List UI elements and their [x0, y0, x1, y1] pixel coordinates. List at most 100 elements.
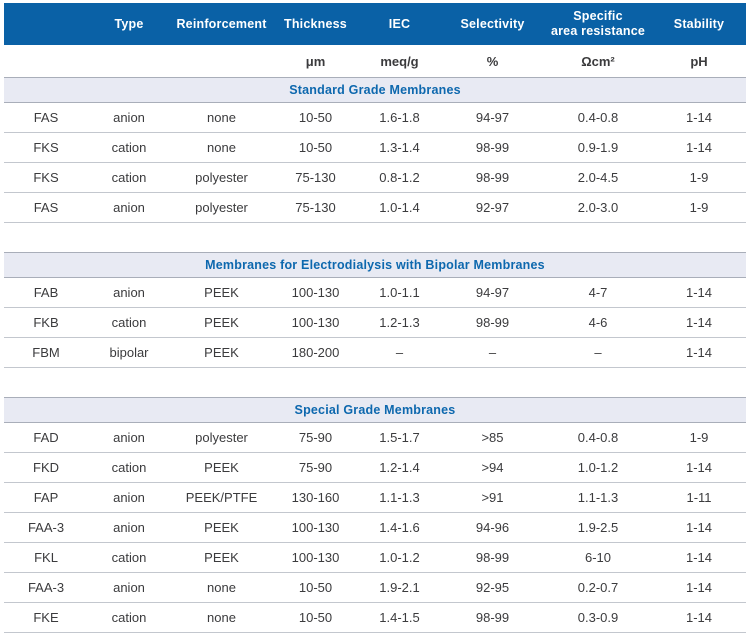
table-cell: 1-9 [652, 423, 746, 452]
table-cell: 100-130 [273, 513, 358, 542]
table-row: FABanionPEEK100-1301.0-1.194-974-71-14 [4, 278, 746, 308]
unit-label [88, 45, 170, 77]
table-cell: 92-95 [441, 573, 544, 602]
unit-label: μm [273, 45, 358, 77]
table-cell: 0.8-1.2 [358, 163, 441, 192]
table-cell: 130-160 [273, 483, 358, 512]
column-header: Specific area resistance [544, 3, 652, 45]
section-title: Standard Grade Membranes [289, 83, 461, 97]
table-cell: cation [88, 163, 170, 192]
section-title: Special Grade Membranes [295, 403, 456, 417]
table-row: FAPanionPEEK/PTFE130-1601.1-1.3>911.1-1.… [4, 483, 746, 513]
table-cell: 1.0-1.2 [358, 543, 441, 572]
table-row: FKDcationPEEK75-901.2-1.4>941.0-1.21-14 [4, 453, 746, 483]
membrane-name: FAS [4, 193, 88, 222]
table-cell: 1.1-1.3 [544, 483, 652, 512]
table-cell: 10-50 [273, 103, 358, 132]
table-header-row: TypeReinforcementThicknessIECSelectivity… [4, 3, 746, 45]
table-cell: 1.0-1.2 [544, 453, 652, 482]
table-cell: 98-99 [441, 133, 544, 162]
table-cell: 100-130 [273, 278, 358, 307]
column-header: Selectivity [441, 3, 544, 45]
table-cell: 75-130 [273, 163, 358, 192]
table-row: FADanionpolyester75-901.5-1.7>850.4-0.81… [4, 423, 746, 453]
table-cell: 1-14 [652, 133, 746, 162]
table-cell: 1.9-2.5 [544, 513, 652, 542]
membrane-name: FAD [4, 423, 88, 452]
membrane-name: FKS [4, 133, 88, 162]
table-cell: PEEK [170, 543, 273, 572]
table-row: FKScationnone10-501.3-1.498-990.9-1.91-1… [4, 133, 746, 163]
unit-label: Ωcm² [544, 45, 652, 77]
table-cell: >85 [441, 423, 544, 452]
table-cell: 100-130 [273, 543, 358, 572]
table-cell: 180-200 [273, 338, 358, 367]
table-cell: 4-7 [544, 278, 652, 307]
table-cell: 2.0-4.5 [544, 163, 652, 192]
table-cell: 1-9 [652, 163, 746, 192]
table-cell: 94-97 [441, 278, 544, 307]
table-cell: 98-99 [441, 543, 544, 572]
table-cell: 1.0-1.4 [358, 193, 441, 222]
table-cell: anion [88, 423, 170, 452]
table-cell: anion [88, 278, 170, 307]
table-cell: 75-130 [273, 193, 358, 222]
table-cell: 1-14 [652, 453, 746, 482]
table-cell: 75-90 [273, 423, 358, 452]
table-cell: cation [88, 603, 170, 632]
table-cell: 1-14 [652, 103, 746, 132]
table-cell: – [544, 338, 652, 367]
unit-label [170, 45, 273, 77]
table-cell: 1-14 [652, 573, 746, 602]
table-cell: anion [88, 193, 170, 222]
table-row: FKScationpolyester75-1300.8-1.298-992.0-… [4, 163, 746, 193]
table-cell: 1.6-1.8 [358, 103, 441, 132]
table-cell: anion [88, 513, 170, 542]
table-cell: PEEK [170, 513, 273, 542]
table-cell: 98-99 [441, 308, 544, 337]
table-cell: 10-50 [273, 573, 358, 602]
table-cell: 10-50 [273, 603, 358, 632]
membrane-name: FAS [4, 103, 88, 132]
table-row: FASanionpolyester75-1301.0-1.492-972.0-3… [4, 193, 746, 223]
membrane-name: FKD [4, 453, 88, 482]
membrane-name: FKS [4, 163, 88, 192]
table-cell: cation [88, 543, 170, 572]
table-cell: 1-14 [652, 278, 746, 307]
table-cell: anion [88, 103, 170, 132]
unit-label: meq/g [358, 45, 441, 77]
table-cell: 1-9 [652, 193, 746, 222]
membrane-name: FBM [4, 338, 88, 367]
table-cell: 1-11 [652, 483, 746, 512]
table-cell: 1.4-1.6 [358, 513, 441, 542]
membrane-name: FAB [4, 278, 88, 307]
table-cell: 98-99 [441, 163, 544, 192]
table-cell: 1.4-1.5 [358, 603, 441, 632]
column-header: IEC [358, 3, 441, 45]
table-cell: 4-6 [544, 308, 652, 337]
table-cell: 1-14 [652, 603, 746, 632]
table-cell: 94-96 [441, 513, 544, 542]
table-cell: 0.3-0.9 [544, 603, 652, 632]
table-cell: anion [88, 573, 170, 602]
table-cell: bipolar [88, 338, 170, 367]
table-cell: none [170, 133, 273, 162]
unit-label: % [441, 45, 544, 77]
table-cell: 1.2-1.4 [358, 453, 441, 482]
table-sections: Standard Grade MembranesFASanionnone10-5… [4, 77, 746, 633]
table-cell: cation [88, 453, 170, 482]
section-gap [4, 223, 746, 252]
unit-label: pH [652, 45, 746, 77]
section-band: Standard Grade Membranes [4, 77, 746, 103]
table-cell: 1-14 [652, 308, 746, 337]
table-cell: none [170, 573, 273, 602]
table-cell: polyester [170, 193, 273, 222]
table-cell: 1-14 [652, 513, 746, 542]
table-cell: – [358, 338, 441, 367]
table-row: FKLcationPEEK100-1301.0-1.298-996-101-14 [4, 543, 746, 573]
membrane-name: FKB [4, 308, 88, 337]
table-cell: polyester [170, 163, 273, 192]
table-cell: 10-50 [273, 133, 358, 162]
unit-label [4, 45, 88, 77]
units-row: μmmeq/g%Ωcm²pH [4, 45, 746, 77]
